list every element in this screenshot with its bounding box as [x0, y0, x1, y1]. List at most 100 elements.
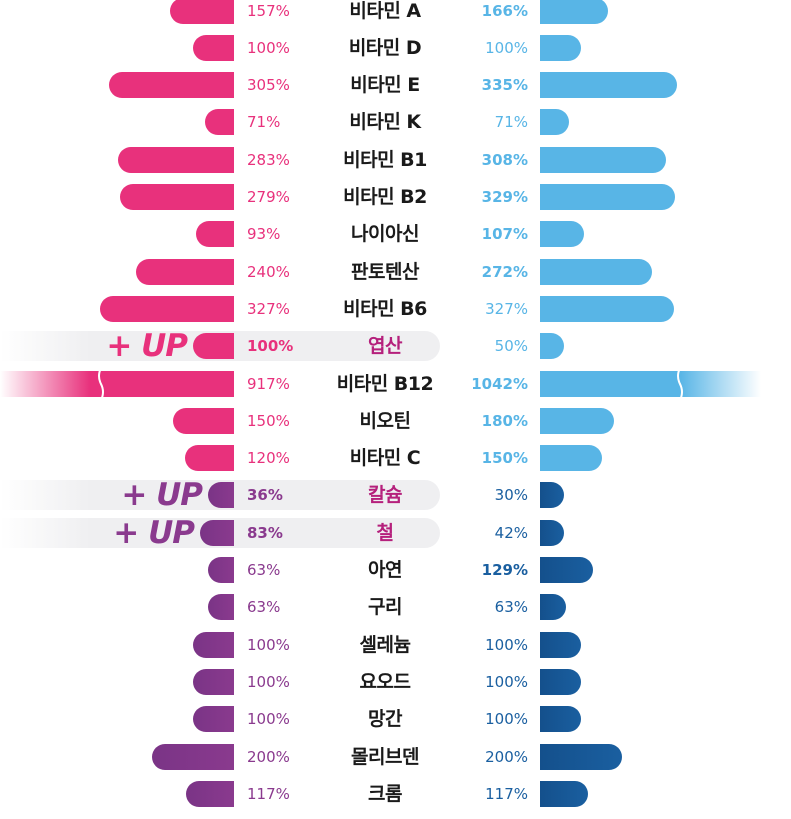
chart-row: 100% 셀레늄 100% [0, 627, 791, 664]
bar-right [540, 258, 652, 285]
chart-row: 83% 철 42% + UP [0, 515, 791, 552]
category-label: 망간 [368, 708, 402, 731]
bar-left [193, 34, 234, 61]
left-value-label: 200% [247, 747, 290, 766]
category-label: 요오드 [359, 670, 411, 693]
bar-left [152, 743, 234, 770]
bar-left [135, 258, 234, 285]
left-value-label: 71% [247, 113, 281, 132]
bar-right [540, 519, 564, 546]
bar-left [117, 146, 234, 173]
bar-right [540, 407, 614, 434]
bar-left [193, 668, 234, 695]
chart-row: 93% 나이아신 107% [0, 216, 791, 253]
category-label: 비오틴 [359, 409, 411, 432]
right-value-label: 327% [485, 299, 528, 318]
right-value-label: 100% [485, 635, 528, 654]
axis-break-left [98, 367, 104, 400]
bar-left [108, 72, 234, 99]
bar-right [540, 557, 593, 583]
bar-right [540, 482, 564, 509]
category-label: 비타민 C [349, 447, 421, 470]
bar-left [208, 482, 234, 509]
bar-left [119, 184, 234, 210]
bar-left [184, 445, 234, 472]
category-label: 비타민 B12 [336, 372, 434, 395]
category-label: 칼슘 [368, 484, 402, 507]
right-value-label: 180% [481, 411, 528, 430]
right-value-label: 100% [485, 38, 528, 57]
bar-right [540, 780, 588, 807]
bar-left [169, 0, 234, 24]
left-value-label: 36% [247, 486, 283, 505]
bar-left [204, 109, 234, 136]
left-value-label: 120% [247, 449, 290, 468]
bar-right [540, 668, 581, 695]
right-value-label: 30% [494, 486, 528, 505]
left-value-label: 100% [247, 672, 290, 691]
right-value-label: 129% [481, 561, 528, 579]
right-value-label: 42% [494, 523, 528, 542]
right-value-label: 308% [481, 150, 528, 169]
right-value-label: 150% [481, 449, 528, 468]
left-value-label: 100% [247, 38, 290, 57]
left-value-label: 157% [247, 1, 290, 20]
up-badge: + UP [106, 328, 188, 365]
bar-right [540, 34, 581, 61]
chart-row: 327% 비타민 B6 327% [0, 291, 791, 328]
right-value-label: 329% [481, 188, 528, 206]
chart-row: 120% 비타민 C 150% [0, 440, 791, 477]
category-label: 비타민 B6 [343, 297, 427, 320]
chart-row: 240% 판토텐산 272% [0, 254, 791, 291]
category-label: 비타민 B2 [343, 186, 427, 208]
left-value-label: 63% [247, 598, 281, 617]
category-label: 셀레늄 [359, 633, 411, 656]
category-label: 비타민 B1 [343, 148, 427, 171]
category-label: 비타민 E [350, 74, 420, 97]
left-value-label: 240% [247, 262, 290, 281]
left-value-label: 100% [247, 710, 290, 729]
left-value-label: 279% [247, 188, 290, 206]
left-value-label: 327% [247, 299, 290, 318]
right-value-label: 63% [494, 598, 528, 617]
category-label: 비타민 D [348, 36, 422, 59]
category-label: 엽산 [368, 335, 402, 358]
bar-right [540, 221, 584, 248]
chart-row: 200% 몰리브덴 200% [0, 739, 791, 776]
up-badge: + UP [113, 514, 195, 551]
category-label: 크롬 [368, 782, 402, 805]
up-badge: + UP [121, 477, 203, 514]
right-value-label: 71% [494, 113, 528, 132]
bar-right [540, 743, 622, 770]
axis-break-right [677, 367, 683, 400]
right-value-label: 100% [485, 672, 528, 691]
chart-row: 157% 비타민 A 166% [0, 0, 791, 30]
chart-row: 100% 망간 100% [0, 701, 791, 738]
bar-right [540, 333, 564, 360]
right-value-label: 200% [485, 747, 528, 766]
bar-right [540, 706, 581, 733]
left-value-label: 150% [247, 411, 290, 430]
bar-left [172, 407, 234, 434]
chart-row: 283% 비타민 B1 308% [0, 142, 791, 179]
right-value-label: 117% [485, 784, 528, 803]
right-value-label: 1042% [471, 374, 528, 393]
right-value-label: 100% [485, 710, 528, 729]
bar-right [540, 72, 678, 99]
bar-right [540, 0, 609, 24]
bar-right [540, 631, 581, 658]
left-value-label: 63% [247, 561, 281, 579]
bar-left [193, 631, 234, 658]
bar-left [186, 780, 234, 807]
left-value-label: 305% [247, 76, 290, 95]
category-label: 비타민 A [349, 0, 421, 22]
bar-left [193, 706, 234, 733]
right-value-label: 335% [481, 76, 528, 95]
right-value-label: 166% [481, 1, 528, 20]
chart-row: 63% 구리 63% [0, 589, 791, 626]
bar-left [195, 221, 234, 248]
bar-right [540, 184, 675, 210]
left-value-label: 100% [247, 337, 294, 356]
bar-right [540, 295, 675, 322]
